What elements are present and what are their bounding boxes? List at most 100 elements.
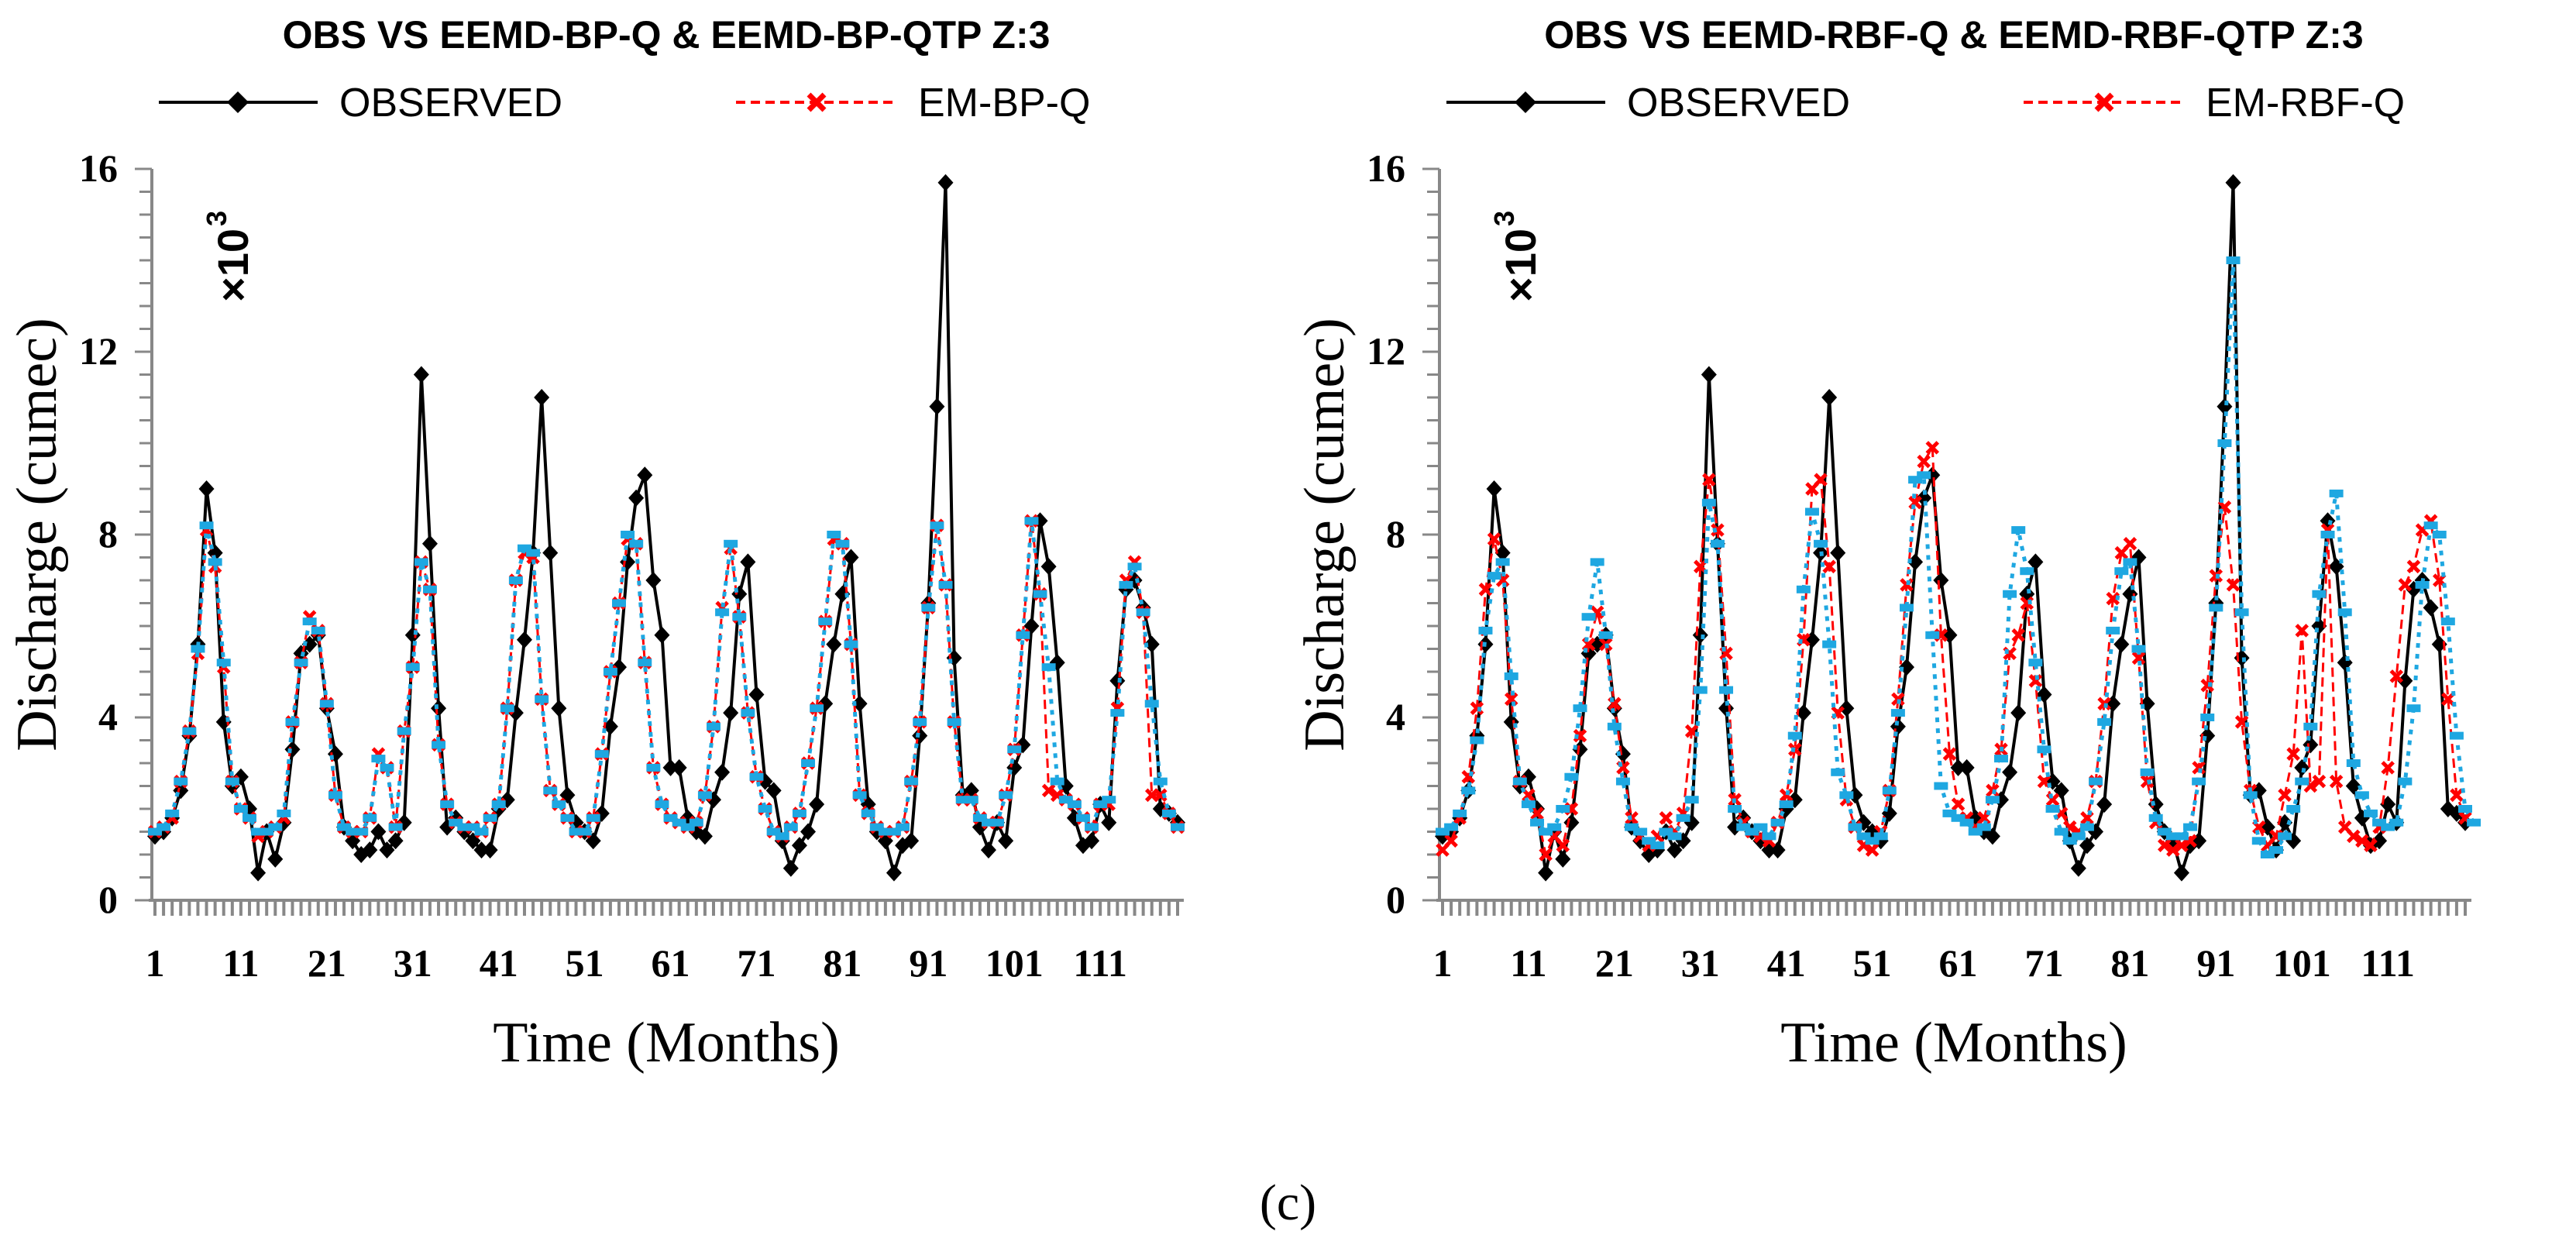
data-point-model-qtp [749,772,764,781]
data-point-observed [2173,864,2189,882]
data-point-model-qtp [1093,800,1108,809]
data-point-model-qtp [783,823,798,831]
legend-marker-model [2094,92,2114,112]
data-point-model-qtp [1736,823,1751,831]
data-point-model-q [2011,628,2025,642]
data-point-observed [1984,827,2000,845]
data-point-observed [2010,704,2027,722]
data-point-model-qtp [1564,772,1579,781]
data-point-model-q [2398,578,2413,592]
data-point-observed [1632,832,1649,850]
data-point-model-q [1470,701,1484,715]
data-point-model-q [2364,838,2378,852]
data-point-model-qtp [1478,626,1493,635]
data-point-model-qtp [741,709,755,717]
data-point-model-qtp [707,722,721,731]
data-point-model-qtp [938,580,953,589]
data-point-model-q [2200,678,2214,693]
data-point-model-qtp [1822,640,1837,648]
data-point-observed [2234,649,2250,667]
data-point-observed [791,837,807,855]
data-point-model-qtp [2165,832,2180,841]
data-point-model-qtp [2079,823,2094,831]
data-point-model-qtp [2278,832,2292,841]
data-point-model-qtp [1495,558,1510,566]
data-point-model-q [2166,843,2180,857]
data-point-model-qtp [852,791,867,800]
data-point-model-qtp [2011,526,2026,535]
data-point-observed [421,535,438,552]
data-point-model-qtp [1075,813,1090,822]
data-point-observed [706,791,722,809]
data-point-observed [980,841,996,859]
data-point-model-qtp [715,608,730,617]
data-point-model-qtp [1710,539,1725,548]
data-point-model-qtp [2192,777,2206,786]
data-point-model-qtp [999,791,1013,800]
data-point-model-qtp [680,823,695,831]
data-point-model-qtp [1779,800,1794,809]
y-tick-label: 0 [98,878,118,921]
data-point-model-qtp [191,645,205,653]
data-point-model-qtp [311,626,325,635]
data-point-observed [2096,796,2113,813]
data-point-observed [1486,480,1502,497]
x-tick-label: 1 [1433,941,1453,985]
data-point-model-qtp [2381,823,2395,831]
data-point-observed [1615,745,1631,763]
chart-title: OBS VS EEMD-RBF-Q & EEMD-RBF-QTP Z:3 [1544,13,2363,57]
data-point-model-qtp [440,800,455,809]
series-observed [147,174,1185,882]
data-point-model-qtp [2406,704,2421,713]
data-point-model-q [1917,454,1931,469]
data-point-model-qtp [2089,777,2103,786]
data-point-model-qtp [422,585,437,593]
data-point-model-qtp [2312,590,2327,598]
data-point-observed [886,864,902,882]
data-point-model-q [1925,441,1940,455]
data-point-observed [250,864,267,882]
data-point-observed [714,763,731,781]
data-point-model-qtp [517,544,531,552]
data-point-observed [2105,695,2121,713]
data-point-model-qtp [1453,809,1467,817]
data-point-model-qtp [1676,813,1690,822]
data-point-observed [1890,717,1906,735]
data-point-model-qtp [2226,256,2241,264]
data-point-observed [929,397,945,415]
x-tick-label: 91 [2196,941,2235,985]
data-point-model-qtp [302,617,317,626]
data-point-observed [731,585,748,603]
data-point-observed [937,174,954,191]
data-point-model-qtp [1814,539,1828,548]
data-point-observed [1101,813,1117,831]
x-tick-label: 41 [1767,941,1806,985]
data-point-model-qtp [174,777,188,786]
data-point-model-qtp [594,750,609,758]
data-point-model-qtp [1684,796,1699,804]
data-point-observed [473,841,490,859]
data-point-model-qtp [878,827,892,836]
data-point-model-qtp [242,813,257,822]
data-point-observed [267,850,284,868]
figure-caption: (c) [1259,1175,1317,1231]
data-point-model-qtp [1171,823,1185,831]
data-point-model-q [2226,578,2241,592]
data-point-model-qtp [603,668,617,676]
data-point-model-qtp [2174,832,2189,841]
data-point-model-qtp [1796,585,1811,593]
data-point-model-qtp [337,823,352,831]
data-point-model-qtp [268,823,283,831]
data-point-model-qtp [225,777,239,786]
data-point-model-qtp [2045,805,2060,813]
data-point-model-qtp [1976,823,1991,831]
legend: OBSERVED EM-BP-Q [159,81,1090,126]
data-point-model-q [1478,583,1493,597]
data-point-model-qtp [758,805,772,813]
data-point-model-qtp [1667,832,1682,841]
data-point-observed [1144,635,1160,653]
data-point-model-qtp [1925,631,1940,639]
data-point-model-qtp [1804,507,1819,516]
data-point-model-q [2329,774,2344,789]
data-point-model-qtp [1556,805,1570,813]
